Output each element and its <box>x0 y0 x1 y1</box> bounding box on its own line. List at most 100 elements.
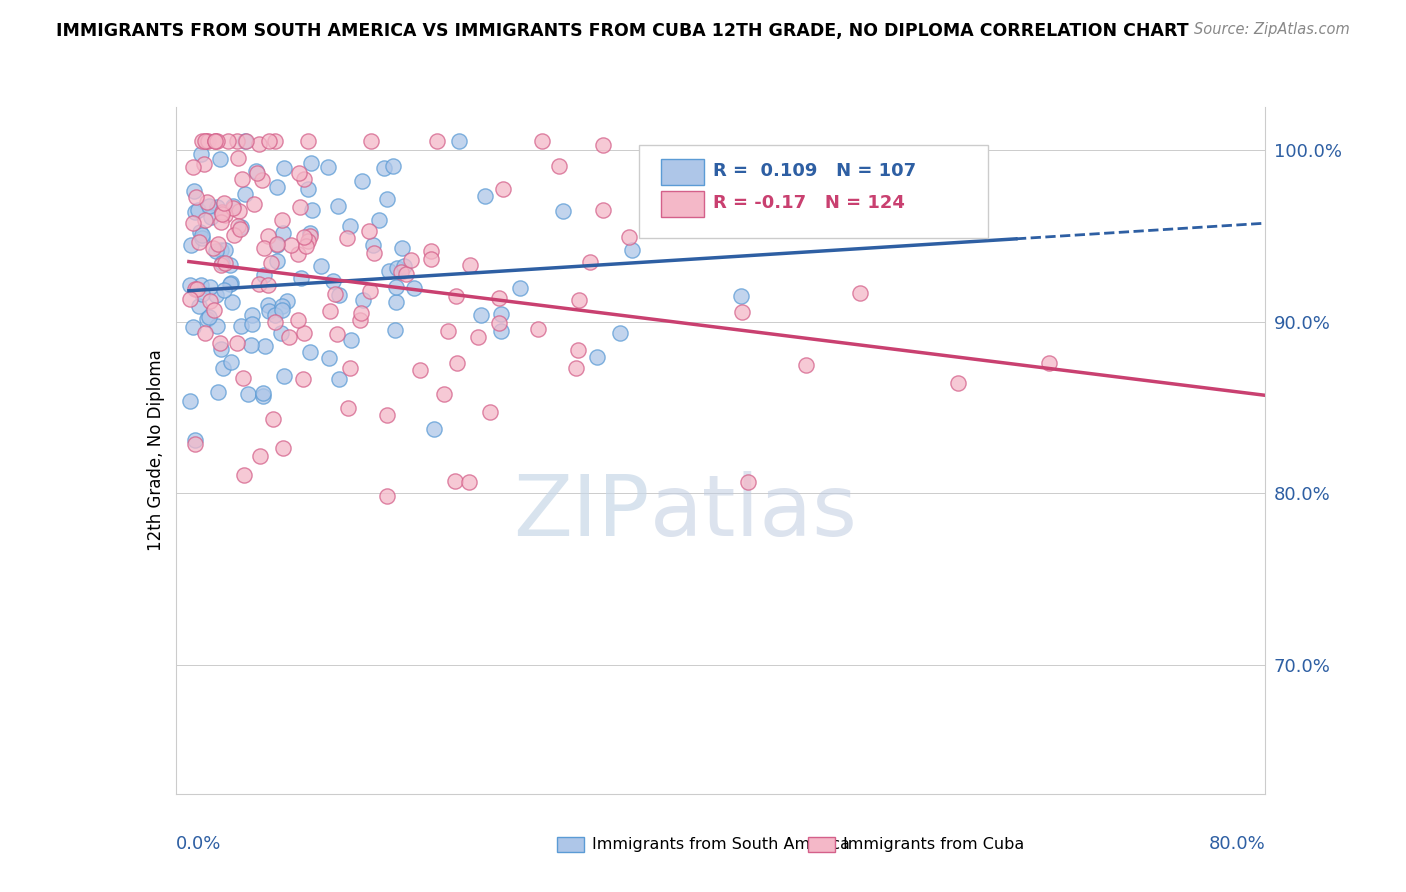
Point <box>357 224 380 238</box>
Point <box>287 246 309 260</box>
Text: Source: ZipAtlas.com: Source: ZipAtlas.com <box>1194 22 1350 37</box>
Point <box>363 245 385 260</box>
Point <box>212 283 235 297</box>
Text: R =  0.109   N = 107: R = 0.109 N = 107 <box>713 162 917 180</box>
Point <box>205 318 228 333</box>
Point <box>391 241 413 255</box>
Point <box>184 433 207 447</box>
Point <box>297 234 319 248</box>
Text: Immigrants from South America: Immigrants from South America <box>592 837 849 852</box>
Point <box>280 238 302 252</box>
Point <box>794 359 817 373</box>
Point <box>287 313 309 327</box>
Point <box>478 405 501 419</box>
Text: R = -0.17   N = 124: R = -0.17 N = 124 <box>713 194 905 212</box>
Point <box>401 252 423 267</box>
Text: atlas: atlas <box>650 471 858 554</box>
Point <box>266 254 288 268</box>
Point <box>299 227 322 241</box>
Point <box>273 161 295 176</box>
Point <box>231 171 253 186</box>
Point <box>457 475 479 489</box>
Bar <box>661 159 704 185</box>
Point <box>297 134 319 148</box>
Bar <box>661 191 704 217</box>
Point <box>336 231 359 245</box>
Point <box>292 372 315 386</box>
Point <box>195 194 218 209</box>
Point <box>240 338 263 352</box>
Point <box>375 192 398 206</box>
Point <box>620 243 643 257</box>
Point <box>181 216 204 230</box>
Point <box>238 386 260 401</box>
FancyBboxPatch shape <box>638 145 987 237</box>
Point <box>568 293 591 308</box>
Point <box>316 160 339 174</box>
Point <box>221 295 243 310</box>
Point <box>226 335 249 350</box>
Point <box>232 371 254 385</box>
Point <box>292 229 315 244</box>
Point <box>298 229 321 244</box>
Point <box>195 134 218 148</box>
Point <box>449 134 471 148</box>
Point <box>214 255 236 269</box>
Point <box>186 282 208 296</box>
Point <box>340 333 363 347</box>
Point <box>339 361 361 376</box>
Point <box>245 164 267 178</box>
Point <box>201 241 224 255</box>
Point <box>266 179 288 194</box>
Point <box>262 412 284 426</box>
Point <box>467 329 489 343</box>
Point <box>229 222 252 236</box>
Point <box>360 134 382 148</box>
Point <box>389 265 412 279</box>
Point <box>319 304 342 318</box>
Point <box>290 271 312 285</box>
Point <box>271 227 294 241</box>
Point <box>204 134 226 148</box>
Point <box>187 203 209 218</box>
Point <box>288 200 311 214</box>
Point <box>349 313 371 327</box>
Point <box>375 408 398 422</box>
Point <box>207 237 229 252</box>
Point <box>585 350 607 364</box>
Point <box>233 467 256 482</box>
Point <box>183 204 205 219</box>
Point <box>592 137 614 152</box>
Point <box>214 208 236 222</box>
Point <box>270 302 292 317</box>
Point <box>489 325 512 339</box>
Point <box>252 389 274 403</box>
Point <box>567 343 589 358</box>
Point <box>553 204 575 219</box>
Point <box>228 203 250 218</box>
Point <box>253 268 276 282</box>
Point <box>253 241 276 255</box>
Point <box>179 292 201 306</box>
Text: Immigrants from Cuba: Immigrants from Cuba <box>842 837 1024 852</box>
Point <box>181 319 204 334</box>
Point <box>404 281 426 295</box>
Point <box>240 308 263 322</box>
Point <box>204 134 226 148</box>
Point <box>1038 356 1060 370</box>
Point <box>437 324 460 338</box>
Point <box>592 203 614 218</box>
Point <box>187 235 209 249</box>
Point <box>277 329 299 343</box>
Point <box>488 317 510 331</box>
Point <box>183 184 205 198</box>
Point <box>352 293 374 308</box>
Point <box>218 258 240 272</box>
Point <box>270 213 292 227</box>
Point <box>247 136 270 151</box>
Point <box>446 356 468 370</box>
Point <box>179 278 201 293</box>
Point <box>488 291 510 305</box>
Point <box>204 244 226 258</box>
Point <box>292 326 315 341</box>
